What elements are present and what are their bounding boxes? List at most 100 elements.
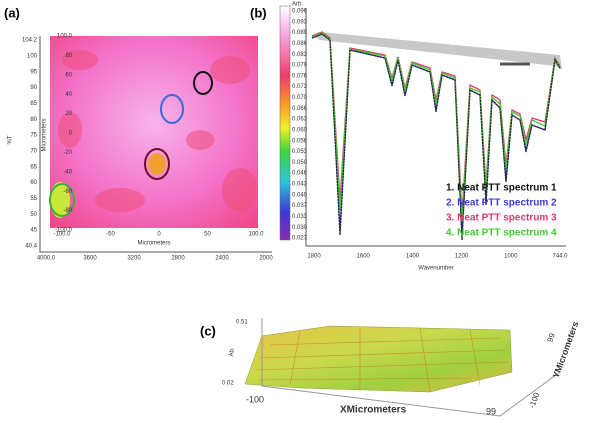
colorbar-tick-label: 0.079 <box>292 63 308 69</box>
surface-texture <box>254 327 509 393</box>
colorbar-tick-label: 0.046 <box>292 171 308 177</box>
colorbar-tick-label: 0.050 <box>292 160 308 166</box>
colorbar-tick-label: 0.060 <box>292 127 308 133</box>
colorbar-tick-label: 0.070 <box>292 95 308 101</box>
x-tick-label: 1600 <box>357 254 371 260</box>
colorbar-tick-label: 0.096 <box>292 9 308 15</box>
colorbar-tick-label: 0.037 <box>292 203 308 209</box>
y-tick-label: 75 <box>30 133 37 139</box>
map-y-tick-label: -20 <box>63 150 72 156</box>
axis-label: Micrometers <box>42 118 48 151</box>
map-y-tick-label: 60 <box>65 72 72 78</box>
circle-4 <box>49 183 75 217</box>
axis-3d <box>261 318 561 417</box>
x-tick-label: 1200 <box>455 254 469 260</box>
panel-label: (b) <box>250 5 267 20</box>
map-y-tick-label: -60 <box>63 189 72 195</box>
x-tick-label: 2000 <box>259 256 273 262</box>
colorbar <box>279 5 291 241</box>
colorbar-tick-label: 0.076 <box>292 73 308 79</box>
axis <box>39 36 272 253</box>
colorbar-tick-label: 0.030 <box>292 225 308 231</box>
x-tick-label: 2800 <box>171 256 185 262</box>
colorbar-tick-label: 0.089 <box>292 30 308 36</box>
legend-entry: 2. Neat PTT spectrum 2 <box>446 198 557 209</box>
colorbar-title: Arb. <box>292 2 303 8</box>
x-tick-label: 4000.0 <box>37 256 56 262</box>
y-start: -100 <box>527 391 541 410</box>
spectrum-fill <box>312 32 562 70</box>
y-end: 99 <box>545 331 557 343</box>
hotspot <box>148 153 166 175</box>
y-tick-label: 85 <box>30 101 37 107</box>
circle-1 <box>193 71 213 95</box>
legend-entry: 1. Neat PTT spectrum 1 <box>446 183 557 194</box>
x-tick-label: 2400 <box>215 256 229 262</box>
x-tick-label: 3600 <box>83 256 97 262</box>
circle-3 <box>144 148 170 180</box>
map-x-tick-label: 50 <box>204 232 211 238</box>
colorbar-tick-label: 0.083 <box>292 52 308 58</box>
y-tick-label: 40.4 <box>25 244 37 250</box>
legend-entry: 4. Neat PTT spectrum 4 <box>446 228 557 239</box>
colorbar-tick-label: 0.027 <box>292 236 308 242</box>
map-y-tick-label: 100.0 <box>57 34 73 40</box>
map-y-tick-label: -100.0 <box>55 228 73 234</box>
map-x-tick-label: 100.0 <box>248 232 264 238</box>
axis-label: %T <box>8 135 14 144</box>
y-tick-label: 70 <box>30 149 37 155</box>
x-start: -100 <box>246 394 264 404</box>
colorbar-tick-label: 0.033 <box>292 214 308 220</box>
x-tick-label: 1400 <box>406 254 420 260</box>
x-tick-label: 1800 <box>307 254 321 260</box>
x-tick-label: 744.0 <box>552 254 568 260</box>
colorbar-tick-label: 0.056 <box>292 138 308 144</box>
colorbar-tick-label: 0.040 <box>292 192 308 198</box>
spectra <box>311 31 561 241</box>
map-y-tick-label: 40 <box>65 92 72 98</box>
colorbar-tick-label: 0.073 <box>292 84 308 90</box>
colorbar-tick-label: 0.086 <box>292 41 308 47</box>
panel-label: (a) <box>4 5 20 20</box>
y-tick-label: 80 <box>30 117 37 123</box>
colorbar-tick-label: 0.043 <box>292 182 308 188</box>
x-tick-label: 1000 <box>504 254 518 260</box>
x-end: 99 <box>486 406 496 416</box>
axis-label: Wavenumber <box>418 266 453 272</box>
y-tick-label: 100 <box>27 53 38 59</box>
map-y-tick-label: 20 <box>65 111 72 117</box>
map-x-tick-label: -50 <box>106 232 115 238</box>
surface <box>244 325 513 393</box>
axis-label: Micrometers <box>137 241 170 247</box>
x-label: XMicrometers <box>340 405 407 416</box>
z-top: 0.51 <box>236 320 248 326</box>
z-bottom: 0.02 <box>222 381 234 387</box>
colorbar-tick-label: 0.063 <box>292 117 308 123</box>
map-y-tick-label: -80 <box>63 208 72 214</box>
y-tick-label: 45 <box>30 228 37 234</box>
y-label: YMicrometers <box>551 320 581 379</box>
panel-label: (c) <box>200 323 216 338</box>
y-tick-label: 65 <box>30 164 37 170</box>
map-x-tick-label: -100.0 <box>53 232 71 238</box>
map-speckle <box>58 50 258 212</box>
map-x-tick-label: 0 <box>157 232 161 238</box>
y-tick-label: 50 <box>30 212 37 218</box>
map-y-tick-label: 80 <box>65 53 72 59</box>
y-tick-label: 60 <box>30 180 37 186</box>
y-tick-label: 95 <box>30 69 37 75</box>
axis <box>305 8 566 247</box>
z-label: Ab. <box>230 347 236 356</box>
map-y-tick-label: -40 <box>63 169 72 175</box>
colorbar-tick-label: 0.093 <box>292 19 308 25</box>
y-tick-label: 104.2 <box>22 38 38 44</box>
circle-2 <box>160 94 184 124</box>
legend-entry: 3. Neat PTT spectrum 3 <box>446 213 557 224</box>
colorbar-tick-label: 0.066 <box>292 106 308 112</box>
x-tick-label: 3200 <box>127 256 141 262</box>
colorbar-tick-label: 0.053 <box>292 149 308 155</box>
map-y-tick-label: 0 <box>69 131 73 137</box>
hotspot <box>50 182 70 218</box>
y-tick-label: 90 <box>30 85 37 91</box>
